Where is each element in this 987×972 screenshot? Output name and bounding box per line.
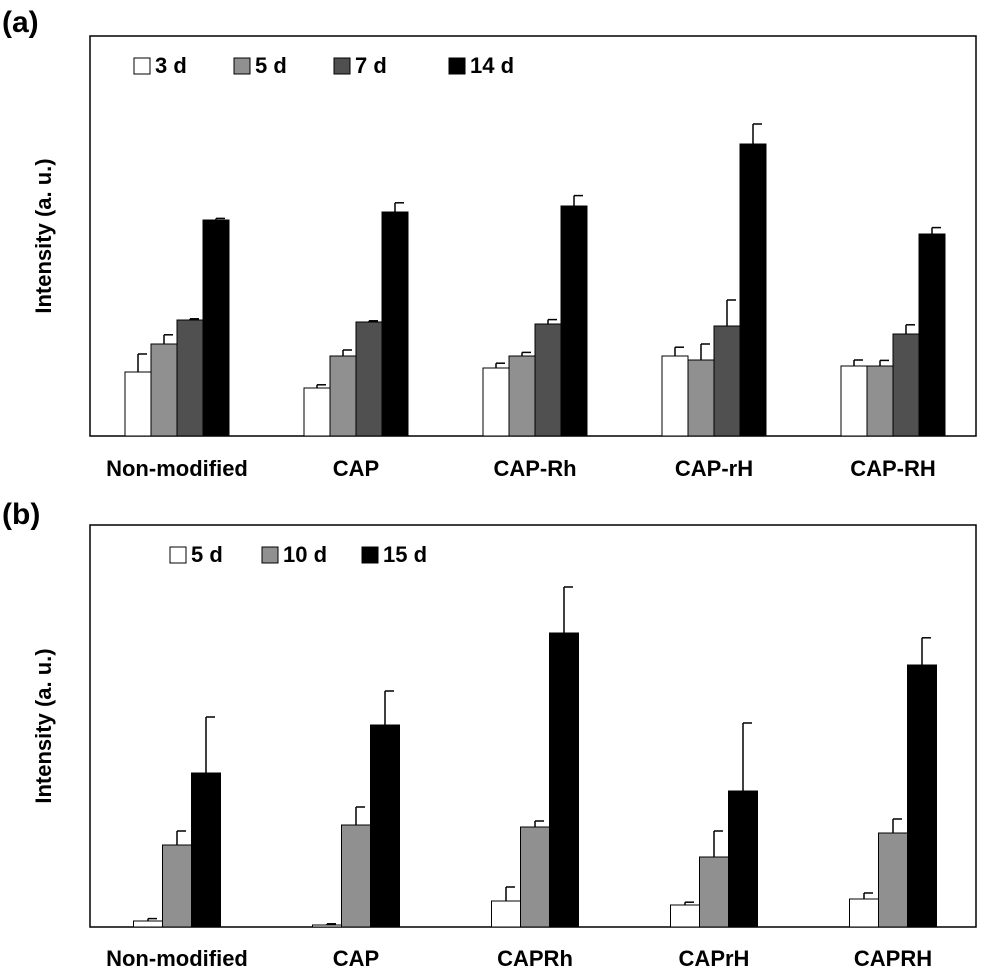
bar-5d-1 (312, 924, 342, 928)
legend-swatch (233, 57, 251, 75)
bars-group (124, 123, 946, 437)
x-tick-label: CAP-Rh (493, 456, 576, 481)
bar-7d-4 (892, 333, 920, 437)
bars-group (133, 586, 937, 928)
panel-label: (a) (2, 6, 39, 39)
x-tick-label: CAPRh (497, 946, 573, 971)
bar-5d-4 (866, 365, 894, 437)
panel-label: (b) (2, 498, 40, 531)
bar-10d-1 (341, 824, 371, 928)
bar-5d-2 (508, 355, 536, 437)
bar-15d-0 (191, 772, 221, 928)
x-tick-label: CAP (333, 456, 379, 481)
bar-3d-4 (840, 365, 868, 437)
y-axis-label: Intensity (a. u.) (31, 648, 56, 803)
legend: 5 d 10 d 15 d (169, 542, 427, 567)
bar-3d-0 (124, 371, 152, 437)
bar-14d-3 (739, 143, 767, 437)
x-tick-label: Non-modified (106, 456, 248, 481)
bar-5d-0 (150, 343, 178, 437)
legend-label: 7 d (355, 53, 387, 78)
bar-15d-4 (907, 664, 937, 928)
legend-swatch (333, 57, 351, 75)
legend-swatch (448, 57, 466, 75)
legend-label: 3 d (155, 53, 187, 78)
bar-14d-4 (918, 233, 946, 437)
bar-7d-0 (176, 319, 204, 437)
legend: 3 d 5 d 7 d 14 d (133, 53, 514, 78)
bar-14d-2 (560, 205, 588, 437)
bar-5d-2 (491, 900, 521, 928)
bar-10d-2 (520, 826, 550, 928)
bar-14d-0 (202, 219, 230, 437)
bar-5d-4 (849, 898, 879, 928)
x-tick-label: CAP-RH (850, 456, 936, 481)
y-axis-label: Intensity (a. u.) (31, 158, 56, 313)
bar-5d-0 (133, 920, 163, 928)
bar-14d-1 (381, 211, 409, 437)
bar-5d-3 (670, 904, 700, 928)
panel-a: (a) Intensity (a. u.) 3 d 5 d 7 d 14 d Non-… (2, 6, 977, 481)
bar-15d-2 (549, 632, 579, 928)
legend-label: 5 d (191, 542, 223, 567)
legend-swatch (261, 546, 279, 564)
legend-label: 5 d (255, 53, 287, 78)
x-tick-labels: Non-modified CAP CAP-Rh CAP-rH CAP-RH (106, 456, 936, 481)
bar-15d-1 (370, 724, 400, 928)
bar-7d-2 (534, 323, 562, 437)
bar-10d-0 (162, 844, 192, 928)
x-tick-labels: Non-modified CAP CAPRh CAPrH CAPRH (106, 946, 932, 971)
x-tick-label: CAP-rH (675, 456, 753, 481)
bar-7d-3 (713, 325, 741, 437)
bar-15d-3 (728, 790, 758, 928)
legend-label: 15 d (383, 542, 427, 567)
bar-5d-1 (329, 355, 357, 437)
bar-3d-2 (482, 367, 510, 437)
bar-10d-3 (699, 856, 729, 928)
x-tick-label: CAPrH (679, 946, 750, 971)
legend-swatch (169, 546, 187, 564)
bar-3d-1 (303, 387, 331, 437)
bar-3d-3 (661, 355, 689, 437)
panel-b: (b) Intensity (a. u.) 5 d 10 d 15 d Non-mo… (2, 498, 977, 971)
x-tick-label: CAP (333, 946, 379, 971)
x-tick-label: Non-modified (106, 946, 248, 971)
bar-7d-1 (355, 321, 383, 437)
x-tick-label: CAPRH (854, 946, 932, 971)
legend-label: 14 d (470, 53, 514, 78)
bar-5d-3 (687, 359, 715, 437)
bar-10d-4 (878, 832, 908, 928)
legend-label: 10 d (283, 542, 327, 567)
legend-swatch (361, 546, 379, 564)
legend-swatch (133, 57, 151, 75)
